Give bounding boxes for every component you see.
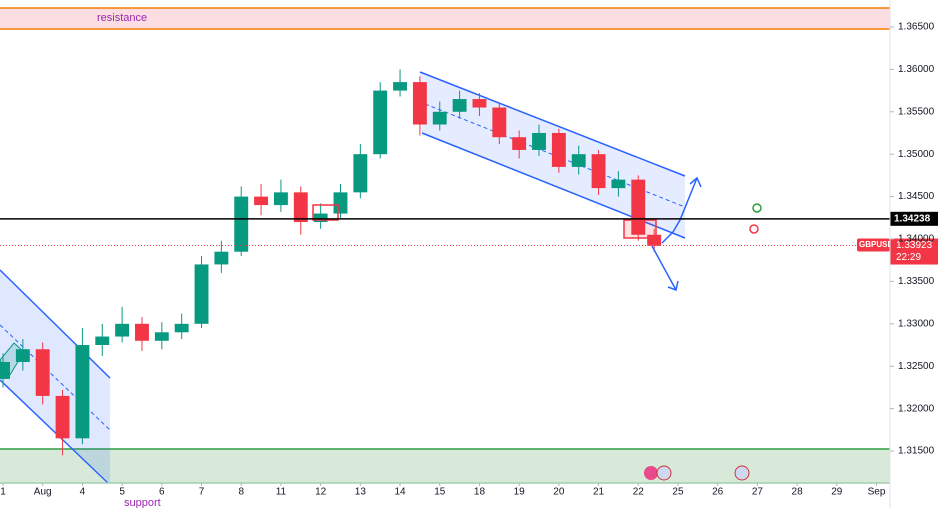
- x-tick-label: 27: [752, 487, 764, 498]
- symbol-label: GBPUSD: [859, 240, 893, 249]
- x-tick-label: 25: [672, 487, 684, 498]
- candle-body: [353, 154, 368, 193]
- y-tick-label: 1.33000: [898, 318, 935, 329]
- candle-body: [611, 179, 626, 189]
- candle-body: [313, 213, 328, 223]
- x-tick-label: 18: [474, 487, 486, 498]
- event-icon: [656, 465, 672, 481]
- candle-body: [273, 192, 288, 206]
- candle-body: [452, 99, 467, 112]
- candle-body: [154, 332, 169, 341]
- candle-body: [432, 111, 447, 125]
- x-tick-label: 14: [394, 487, 406, 498]
- arrow: [661, 177, 698, 244]
- channel-line: [419, 71, 686, 177]
- x-tick-label: 19: [514, 487, 526, 498]
- candle-body: [135, 323, 149, 341]
- y-tick-label: 1.34500: [898, 191, 935, 202]
- channel-line: [0, 269, 111, 379]
- event-marker: [749, 224, 759, 234]
- x-tick-label: 13: [355, 487, 367, 498]
- x-tick-label: 1: [0, 487, 6, 498]
- candle-body: [571, 154, 586, 167]
- zone: [0, 7, 890, 30]
- level-tag: [890, 211, 938, 226]
- y-tick-label: 1.36000: [898, 64, 935, 75]
- arrow: [651, 245, 677, 291]
- event-marker: [752, 203, 762, 213]
- candle-body: [631, 179, 646, 235]
- candle-body: [75, 345, 90, 439]
- zone-label: support: [124, 497, 161, 508]
- x-tick-label: Sep: [868, 487, 886, 498]
- x-tick-label: 8: [238, 487, 244, 498]
- candle-body: [373, 90, 388, 155]
- candle-body: [532, 132, 546, 150]
- candle-body: [647, 234, 662, 246]
- y-tick-label: 1.32500: [898, 361, 935, 372]
- price-label: 1.33923: [896, 240, 933, 251]
- x-tick-label: Aug: [34, 487, 52, 498]
- candle-body: [412, 82, 427, 125]
- x-tick-label: 21: [593, 487, 605, 498]
- y-tick-label: 1.32000: [898, 403, 935, 414]
- candle-body: [293, 192, 308, 223]
- symbol-tag: [857, 238, 890, 252]
- candle-body: [0, 361, 10, 379]
- candle-body: [194, 264, 209, 324]
- channel-mid: [0, 324, 111, 431]
- candle-body: [551, 132, 566, 167]
- y-tick-label: 1.33500: [898, 276, 935, 287]
- candle-body: [55, 395, 70, 439]
- candle-body: [15, 349, 30, 362]
- x-tick-label: 11: [276, 487, 287, 498]
- x-tick-label: 15: [434, 487, 446, 498]
- candle-body: [95, 336, 110, 346]
- x-tick-label: 26: [712, 487, 724, 498]
- candle-body: [591, 154, 606, 189]
- y-tick-label: 1.31500: [898, 446, 935, 457]
- candle-body: [254, 196, 269, 206]
- arrow-head: [667, 280, 679, 292]
- candle-body: [115, 323, 130, 337]
- event-icon: [734, 465, 750, 481]
- x-tick-label: 20: [553, 487, 565, 498]
- x-tick-label: 22: [633, 487, 645, 498]
- candle-body: [472, 99, 487, 108]
- candle-body: [234, 196, 249, 252]
- y-tick-label: 1.36500: [898, 22, 935, 33]
- y-tick-label: 1.34000: [898, 234, 935, 245]
- candle-body: [393, 82, 407, 91]
- event-icon: [644, 466, 658, 480]
- candle-body: [35, 349, 50, 396]
- zone: [0, 448, 890, 483]
- arrow-head: [689, 176, 702, 188]
- x-tick-label: 4: [80, 487, 86, 498]
- candle-body: [214, 251, 229, 265]
- x-tick-label: 7: [199, 487, 205, 498]
- zone-label: resistance: [97, 12, 147, 24]
- level-label: 1.34238: [894, 213, 931, 224]
- y-tick-label: 1.35000: [898, 149, 935, 160]
- x-tick-label: 6: [159, 487, 165, 498]
- x-tick-label: 12: [315, 487, 327, 498]
- channel-line: [0, 379, 109, 484]
- x-tick-label: 29: [831, 487, 843, 498]
- highlight-box: [623, 219, 657, 239]
- candle-body: [333, 192, 348, 214]
- candle-body: [174, 323, 189, 333]
- highlight-box: [312, 204, 339, 221]
- y-tick-label: 1.35500: [898, 106, 935, 117]
- x-tick-label: 28: [792, 487, 804, 498]
- price-tag: [890, 238, 938, 265]
- countdown-label: 22:29: [896, 252, 921, 263]
- candle-body: [492, 107, 507, 138]
- x-tick-label: 5: [119, 487, 125, 498]
- candle-body: [512, 137, 527, 150]
